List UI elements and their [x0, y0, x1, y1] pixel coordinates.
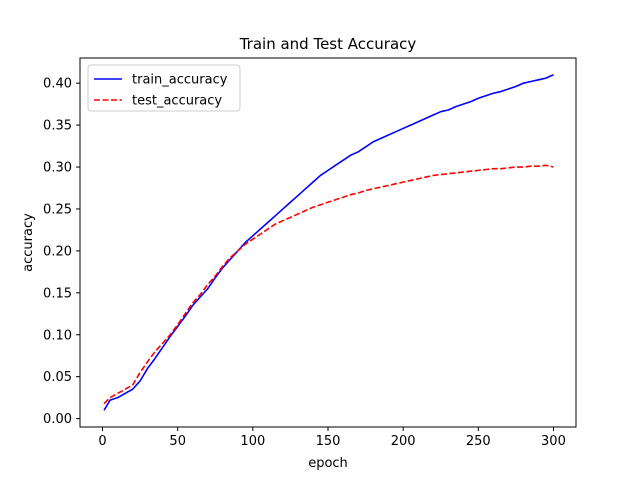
- legend-label-test_accuracy: test_accuracy: [132, 94, 222, 109]
- x-tick-label: 300: [541, 434, 566, 449]
- y-tick-label: 0.25: [43, 202, 72, 217]
- y-tick-label: 0.40: [43, 77, 72, 92]
- y-tick-label: 0.10: [43, 328, 72, 343]
- x-tick-label: 50: [169, 434, 186, 449]
- legend-box: [87, 64, 241, 112]
- x-tick-label: 200: [391, 434, 416, 449]
- legend-label-train_accuracy: train_accuracy: [132, 73, 228, 88]
- x-tick-label: 0: [98, 434, 106, 449]
- y-tick-label: 0.05: [43, 370, 72, 385]
- y-axis-title: accuracy: [21, 213, 36, 272]
- chart-title: Train and Test Accuracy: [239, 35, 417, 53]
- y-tick-label: 0.35: [43, 119, 72, 134]
- series-line-train_accuracy: [103, 74, 554, 411]
- axes-frame: [79, 57, 577, 428]
- y-tick-label: 0.15: [43, 286, 72, 301]
- x-tick-label: 150: [316, 434, 341, 449]
- legend: train_accuracy test_accuracy: [87, 64, 241, 112]
- x-tick-label: 250: [466, 434, 491, 449]
- y-tick-label: 0.00: [43, 412, 72, 427]
- series-line-test_accuracy: [103, 164, 554, 405]
- y-tick-label: 0.30: [43, 161, 72, 176]
- plot-area: [103, 74, 554, 411]
- x-axis-title: epoch: [308, 456, 348, 471]
- x-tick-label: 100: [240, 434, 265, 449]
- y-tick-label: 0.20: [43, 244, 72, 259]
- axes: 0 50 100 150 200 250 300 0.00 0.05 0.10 0.15 0.20 0.…: [43, 57, 577, 449]
